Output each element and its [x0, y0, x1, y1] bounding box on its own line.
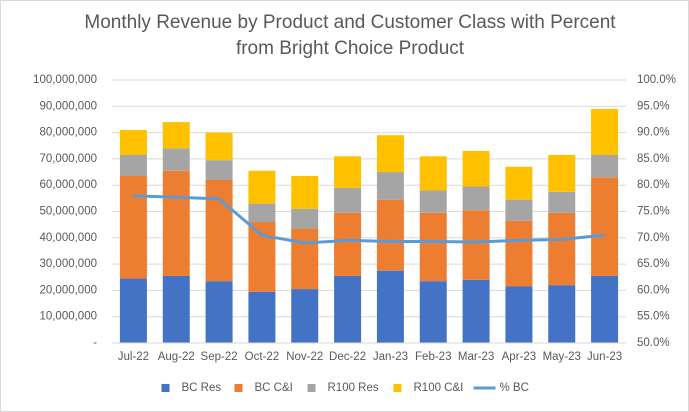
bar-segment [119, 154, 147, 176]
y-tick-label: 30,000,000 [39, 258, 97, 270]
bar-segment [205, 281, 233, 343]
bar-segment [505, 220, 533, 287]
y2-tick-label: 50.0% [637, 337, 670, 349]
bar-segment [548, 191, 576, 213]
x-tick-label: Apr-23 [502, 351, 537, 363]
y2-tick-label: 60.0% [637, 284, 670, 296]
chart-title: Monthly Revenue by Product and Customer … [84, 12, 616, 59]
y-tick-label: 70,000,000 [39, 153, 97, 165]
bar-segment [505, 166, 533, 200]
x-tick-label: Aug-22 [158, 351, 195, 363]
bar-segment [119, 175, 147, 279]
bar-segment [462, 151, 490, 187]
bar-segment [162, 275, 190, 343]
legend-label: R100 C&I [414, 382, 464, 394]
x-tick-label: Mar-23 [458, 351, 494, 363]
legend-swatch [161, 384, 170, 392]
legend-label: BC C&I [255, 382, 293, 394]
y-tick-label: 20,000,000 [39, 284, 97, 296]
y-tick-label: 80,000,000 [39, 127, 97, 139]
x-tick-label: Jun-23 [587, 351, 622, 363]
y-tick-label: 60,000,000 [39, 179, 97, 191]
bar-segment [334, 187, 362, 213]
bar-segment [419, 156, 447, 191]
x-tick-label: Feb-23 [415, 351, 451, 363]
y2-tick-label: 90.0% [637, 127, 670, 139]
y2-tick-label: 65.0% [637, 258, 670, 270]
legend-swatch [393, 384, 402, 392]
y2-tick-label: 100.0% [637, 74, 676, 86]
bar-segment [291, 175, 319, 209]
bar-segment [548, 285, 576, 343]
bar-segment [334, 212, 362, 276]
y-tick-label: 40,000,000 [39, 232, 97, 244]
bar-segment [462, 210, 490, 280]
y2-tick-label: 85.0% [637, 153, 670, 165]
bar-segment [334, 275, 362, 343]
bar-segment [162, 148, 190, 171]
bar-segment [205, 160, 233, 180]
x-tick-label: Nov-22 [286, 351, 323, 363]
x-tick-label: Dec-22 [329, 351, 366, 363]
legend-swatch [307, 384, 316, 392]
bar-segment [548, 154, 576, 192]
x-tick-label: Jul-22 [118, 351, 149, 363]
bar-segment [205, 132, 233, 161]
bar-segment [591, 108, 619, 155]
bar-segment [205, 179, 233, 282]
bar-segment [248, 222, 276, 292]
x-tick-label: Sep-22 [201, 351, 238, 363]
bar-segment [462, 186, 490, 211]
legend-label: R100 Res [328, 382, 379, 394]
y2-tick-label: 55.0% [637, 311, 670, 323]
bar-segment [376, 172, 404, 200]
y-tick-label: 10,000,000 [39, 311, 97, 323]
bar-segment [419, 190, 447, 213]
bar-segment [248, 203, 276, 223]
x-tick-label: May-23 [543, 351, 581, 363]
bar-segment [419, 212, 447, 282]
bar-segment [505, 286, 533, 343]
y-tick-label: 90,000,000 [39, 100, 97, 112]
bar-segment [376, 199, 404, 271]
line [133, 194, 605, 245]
bar-segment [548, 212, 576, 286]
bar-segment [291, 289, 319, 343]
x-tick-label: Jan-23 [373, 351, 408, 363]
bar-segment [162, 122, 190, 149]
bar-segment [376, 270, 404, 343]
legend-swatch [234, 384, 243, 392]
y2-tick-label: 95.0% [637, 100, 670, 112]
y2-tick-label: 75.0% [637, 206, 670, 218]
bar-segment [291, 208, 319, 229]
y-tick-label: 100,000,000 [33, 74, 97, 86]
bar-segment [462, 279, 490, 343]
bar-segment [291, 228, 319, 290]
x-tick-label: Oct-22 [245, 351, 280, 363]
bar-segment [591, 177, 619, 276]
bar-segment [248, 170, 276, 204]
bar-segment [119, 129, 147, 155]
bar-segment [505, 199, 533, 221]
bar-segment [248, 291, 276, 343]
bar-segment [162, 170, 190, 276]
y-tick-label: 50,000,000 [39, 206, 97, 218]
legend-label: BC Res [182, 382, 222, 394]
y2-tick-label: 80.0% [637, 179, 670, 191]
bar-segment [591, 275, 619, 343]
bar-segment [419, 281, 447, 343]
bar-segment [119, 278, 147, 343]
bar-segment [591, 154, 619, 178]
y-tick-label: - [93, 337, 97, 349]
bar-segment [334, 156, 362, 188]
y2-tick-label: 70.0% [637, 232, 670, 244]
bar-segment [376, 135, 404, 173]
legend-label: % BC [500, 382, 529, 394]
